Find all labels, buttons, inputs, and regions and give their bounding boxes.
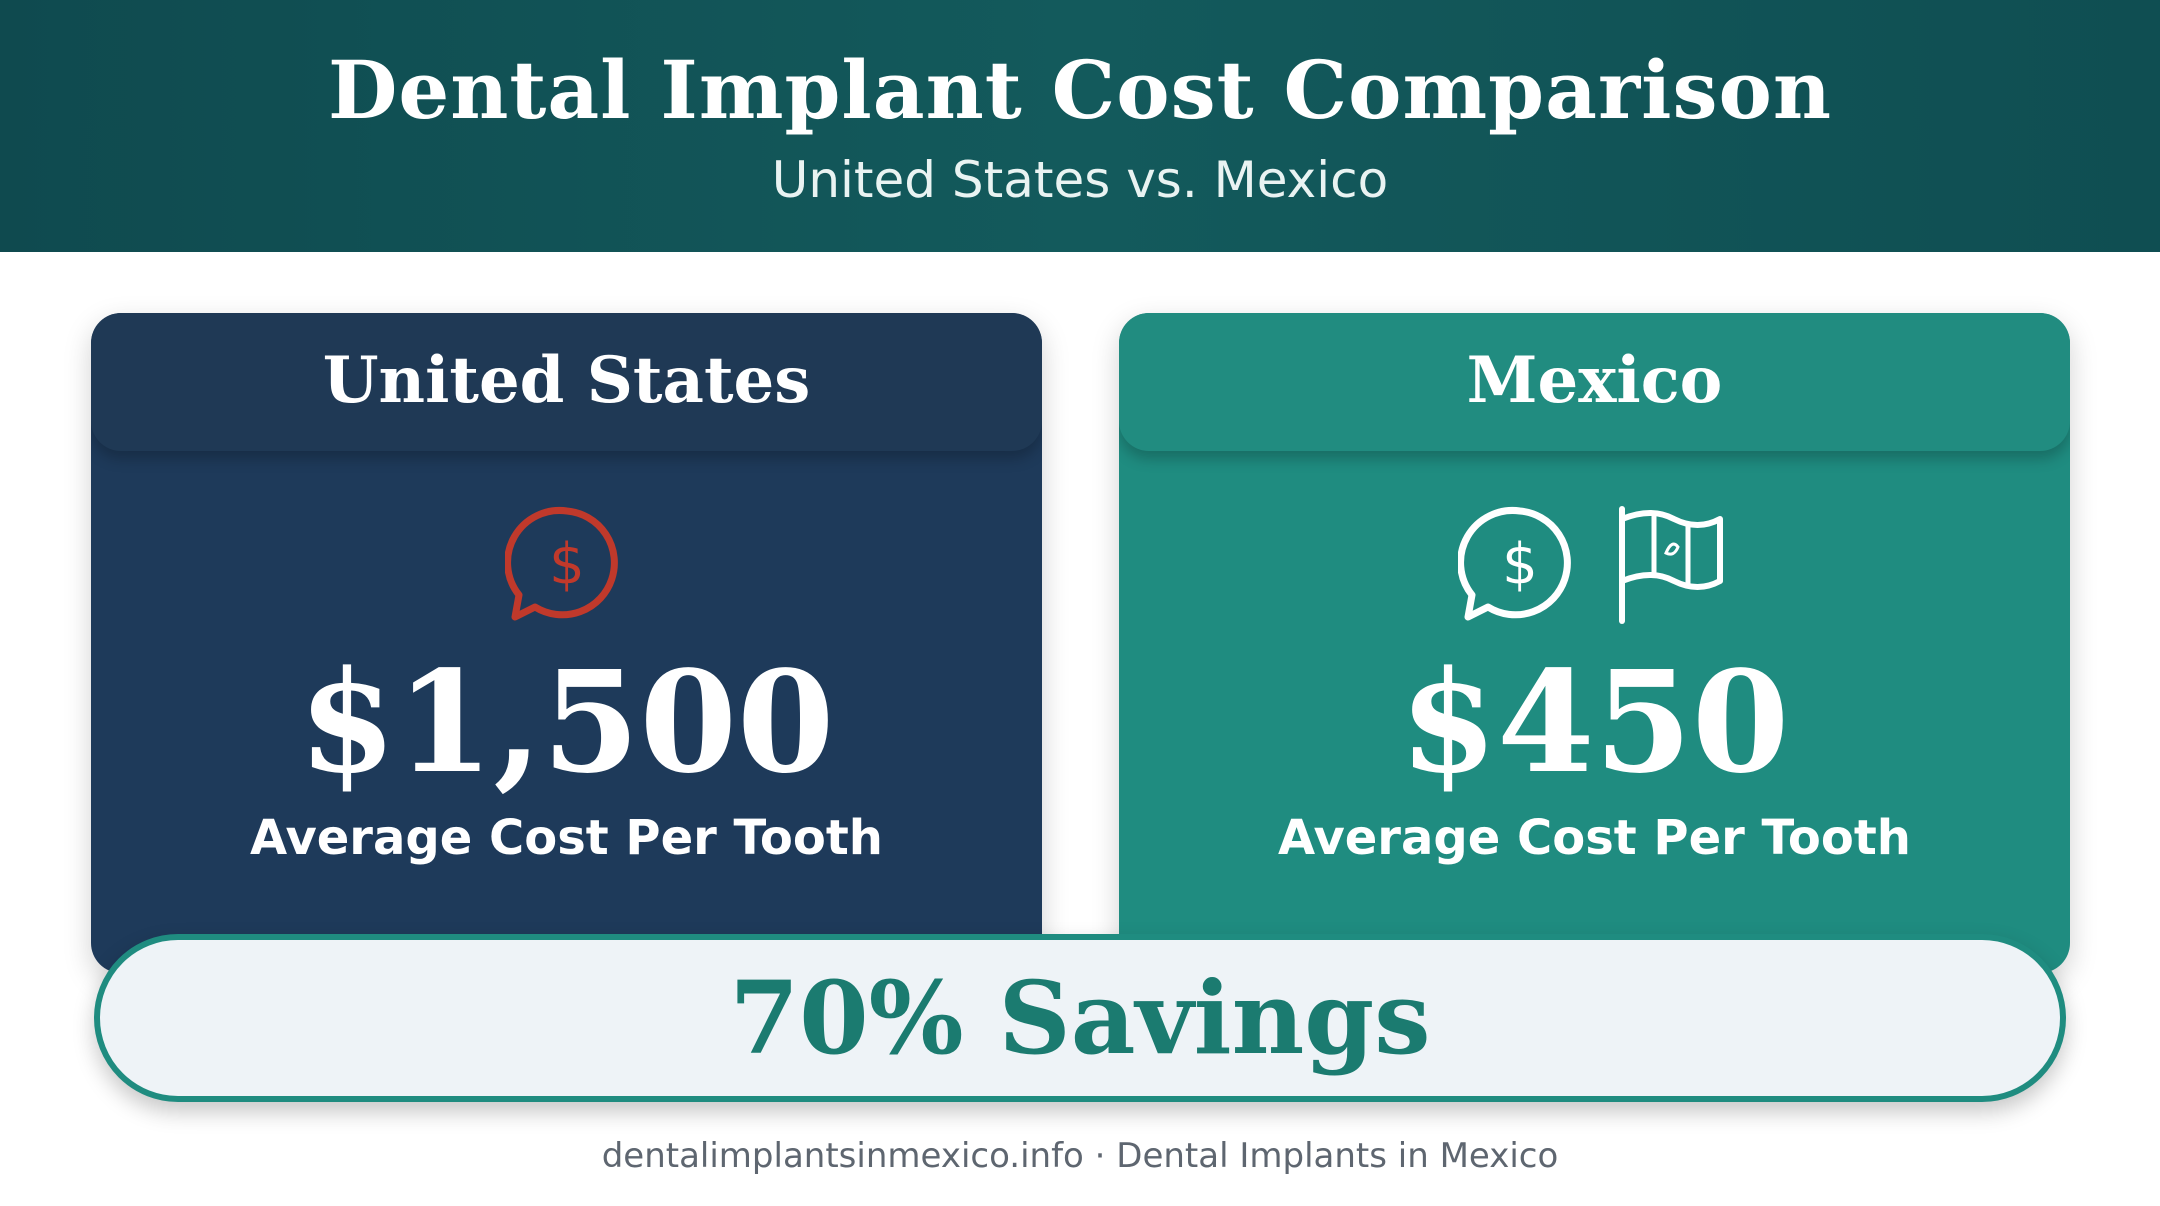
dollar-speech-bubble-icon: $ bbox=[504, 503, 629, 627]
us-card-title: United States bbox=[322, 343, 811, 418]
us-cost-card: United States $ $1,500 Average Cost Per … bbox=[91, 313, 1042, 973]
us-card-header: United States bbox=[91, 313, 1042, 451]
savings-text: 70% Savings bbox=[729, 959, 1431, 1077]
page-subtitle: United States vs. Mexico bbox=[771, 151, 1389, 209]
mexico-icon-row: $ bbox=[1119, 500, 2070, 630]
page-title: Dental Implant Cost Comparison bbox=[327, 43, 1833, 137]
dollar-speech-bubble-icon: $ bbox=[1457, 503, 1582, 627]
mexico-price: $450 bbox=[1399, 641, 1790, 805]
svg-text:$: $ bbox=[1502, 532, 1538, 597]
savings-banner: 70% Savings bbox=[94, 934, 2066, 1102]
mexico-card-title: Mexico bbox=[1466, 343, 1723, 418]
mexico-cost-card: Mexico $ $450 Average Cost Per Tooth bbox=[1119, 313, 2070, 973]
mexico-flag-icon bbox=[1612, 503, 1732, 627]
us-icon-row: $ bbox=[91, 500, 1042, 630]
us-price: $1,500 bbox=[298, 641, 835, 805]
svg-text:$: $ bbox=[549, 532, 585, 597]
footer-credit: dentalimplantsinmexico.info · Dental Imp… bbox=[601, 1136, 1559, 1176]
header-banner: Dental Implant Cost Comparison United St… bbox=[0, 0, 2160, 252]
us-price-label: Average Cost Per Tooth bbox=[250, 810, 883, 866]
mexico-card-header: Mexico bbox=[1119, 313, 2070, 451]
mexico-price-label: Average Cost Per Tooth bbox=[1278, 810, 1911, 866]
